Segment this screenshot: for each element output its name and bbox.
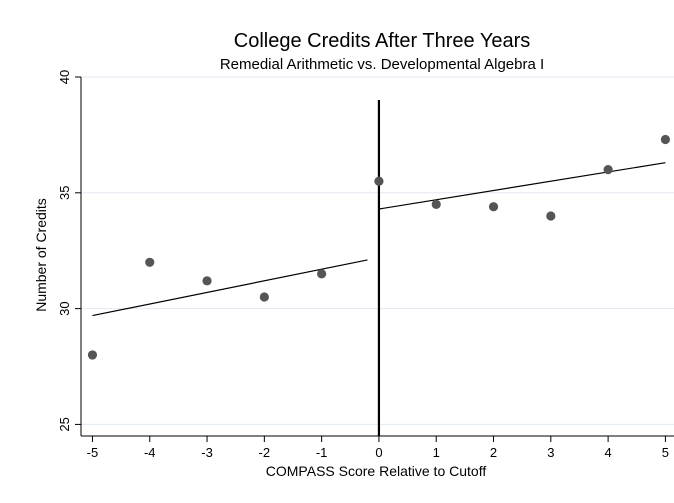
data-point [603, 165, 613, 175]
data-point [546, 211, 556, 221]
fit-line [378, 162, 666, 210]
y-tick-label: 40 [57, 70, 72, 84]
x-tick-label: -4 [144, 445, 156, 460]
data-point [660, 134, 671, 145]
axes [80, 77, 674, 437]
x-tick-label: 1 [433, 445, 440, 460]
x-tick-label: -2 [259, 445, 271, 460]
x-tick-label: 3 [547, 445, 554, 460]
x-tick-label: 0 [375, 445, 382, 460]
chart-title: College Credits After Three Years [234, 30, 530, 52]
data-point [488, 202, 499, 212]
data-point [374, 176, 384, 186]
y-tick-label: 35 [57, 186, 72, 200]
data-point [202, 276, 212, 286]
x-tick-label: 2 [490, 445, 497, 460]
x-tick-label: -5 [87, 445, 99, 460]
data-point [317, 269, 327, 279]
data-point [431, 199, 441, 209]
data-points [87, 134, 671, 360]
x-axis-ticks: -5 -4 -3 -2 -1 0 1 2 3 4 5 [87, 436, 669, 460]
chart-subtitle: Remedial Arithmetic vs. Developmental Al… [220, 56, 544, 73]
x-tick-label: 5 [662, 445, 669, 460]
y-axis-ticks: 25 30 35 40 [57, 70, 81, 432]
x-tick-label: -1 [316, 445, 328, 460]
data-point [87, 350, 98, 360]
y-tick-label: 25 [57, 417, 72, 431]
x-tick-label: -3 [201, 445, 213, 460]
y-tick-label: 30 [57, 301, 72, 315]
x-axis-title: COMPASS Score Relative to Cutoff [266, 463, 487, 479]
x-tick-label: 4 [604, 445, 611, 460]
fit-line [92, 259, 368, 317]
fit-lines [92, 162, 666, 317]
grid-lines [81, 76, 674, 425]
y-axis-title: Number of Credits [33, 198, 49, 312]
data-point [145, 257, 155, 267]
data-point [259, 292, 269, 302]
